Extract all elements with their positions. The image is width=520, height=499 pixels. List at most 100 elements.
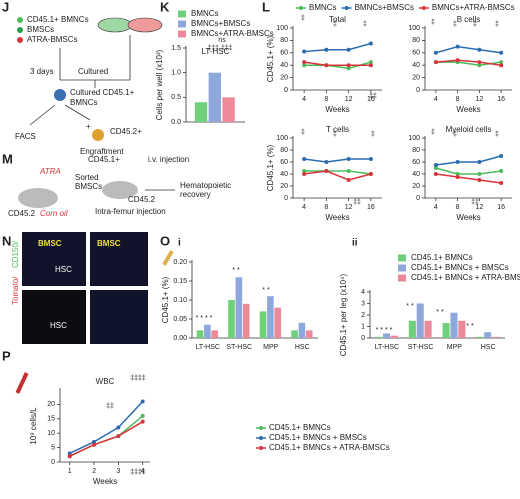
m-text: recovery bbox=[180, 190, 211, 199]
data-point bbox=[92, 442, 97, 447]
bar bbox=[211, 330, 219, 338]
data-point bbox=[368, 63, 373, 68]
y-tick-label: 0.20 bbox=[173, 259, 187, 266]
legend-label: BMNCs+ATRA-BMSCs bbox=[432, 3, 515, 12]
data-point bbox=[433, 60, 438, 65]
annotation: ‡‡ bbox=[369, 93, 377, 100]
series-line bbox=[435, 173, 502, 184]
y-tick-label: 40 bbox=[412, 62, 420, 69]
bar bbox=[274, 307, 282, 338]
legend-swatch bbox=[299, 6, 303, 10]
step-text: Cultured CD45.1+ bbox=[70, 88, 135, 97]
x-tick-label: 12 bbox=[475, 204, 483, 211]
m-text: CD45.1+ bbox=[88, 155, 120, 164]
bar bbox=[416, 303, 424, 338]
m-text: CD45.2 bbox=[8, 209, 36, 218]
data-point bbox=[477, 63, 482, 68]
y-tick-label: 0.0 bbox=[171, 119, 181, 126]
axis bbox=[424, 26, 512, 91]
y-axis-label: CD45.1+ (%) bbox=[161, 276, 170, 323]
m-text: ATRA bbox=[39, 167, 61, 176]
panel-label: K bbox=[160, 0, 170, 14]
legend-swatch bbox=[421, 6, 426, 10]
step-text: Engraftment bbox=[80, 147, 124, 156]
sub-label: i bbox=[178, 238, 181, 249]
bone-icon bbox=[15, 372, 29, 394]
x-tick-label: 16 bbox=[367, 204, 375, 211]
bar bbox=[267, 296, 274, 338]
annotation: ‡ bbox=[453, 131, 457, 138]
legend-swatch bbox=[398, 254, 406, 262]
y-tick-label: 0.5 bbox=[171, 94, 181, 101]
legend-label: BMNCs bbox=[309, 3, 337, 12]
dish bbox=[127, 17, 163, 33]
legend-label: CD45.1+ BMNCs + BMSCs bbox=[411, 263, 509, 272]
legend-swatch bbox=[178, 30, 186, 38]
chart-title: WBC bbox=[96, 377, 115, 386]
x-tick-label: 8 bbox=[324, 96, 328, 103]
y-tick-label: 5 bbox=[51, 444, 55, 451]
step-text: 3 days bbox=[30, 67, 54, 76]
x-tick-label: 4 bbox=[302, 204, 306, 211]
annotation: ‡‡ bbox=[106, 403, 114, 410]
x-tick-label: 8 bbox=[324, 204, 328, 211]
annotation: ‡ bbox=[301, 15, 305, 22]
chart-title: T cells bbox=[326, 125, 349, 134]
x-tick-label: 16 bbox=[497, 204, 505, 211]
x-axis-label: Weeks bbox=[93, 477, 117, 486]
y-tick-label: 0.10 bbox=[173, 297, 187, 304]
legend-swatch bbox=[259, 436, 263, 440]
x-tick-label: MPP bbox=[447, 344, 463, 351]
x-tick-label: 12 bbox=[475, 96, 483, 103]
x-tick-label: HSC bbox=[295, 344, 310, 351]
bar bbox=[298, 322, 306, 338]
y-tick-label: 40 bbox=[280, 171, 288, 178]
x-tick-label: 4 bbox=[302, 96, 306, 103]
data-point bbox=[477, 160, 482, 164]
panel-label: O bbox=[160, 233, 170, 248]
step-text: + bbox=[86, 122, 91, 131]
step-text: CD45.2+ bbox=[110, 127, 142, 136]
data-point bbox=[116, 434, 121, 439]
annotation: ‡‡‡‡ bbox=[130, 469, 146, 476]
data-point bbox=[324, 160, 329, 164]
micrograph bbox=[22, 232, 86, 286]
stain-label: Tomato/ bbox=[11, 276, 20, 305]
y-tick-label: 40 bbox=[280, 62, 288, 69]
data-point bbox=[324, 169, 329, 173]
data-point bbox=[499, 60, 504, 65]
y-tick-label: 1.0 bbox=[171, 70, 181, 77]
data-point bbox=[477, 60, 482, 65]
bar bbox=[450, 312, 458, 338]
annotation: * * * * bbox=[376, 327, 393, 334]
data-point bbox=[92, 439, 97, 444]
bar bbox=[208, 72, 222, 122]
bar bbox=[222, 97, 235, 122]
image-n: BMSC HSC BMSC HSC Tomato/ CD150/ bbox=[11, 232, 148, 344]
series-line bbox=[304, 61, 371, 66]
y-axis-label: CD45.1+ per leg (x10⁴) bbox=[339, 273, 348, 356]
annotation: ‡ bbox=[495, 21, 499, 28]
annotation: ‡‡ bbox=[353, 199, 361, 206]
data-point bbox=[433, 172, 438, 176]
series-line bbox=[435, 155, 502, 166]
x-axis-label: Weeks bbox=[456, 213, 480, 222]
x-tick-label: ST-HSC bbox=[408, 344, 434, 351]
data-point bbox=[116, 425, 121, 430]
x-tick-label: 16 bbox=[367, 96, 375, 103]
data-point bbox=[433, 163, 438, 167]
y-tick-label: 80 bbox=[412, 37, 420, 44]
y-tick-label: 20 bbox=[47, 401, 55, 408]
cell-cluster bbox=[54, 89, 66, 101]
step-text: BMNCs bbox=[70, 98, 98, 107]
legend-swatch bbox=[178, 20, 186, 28]
data-point bbox=[67, 454, 72, 459]
legend-dot bbox=[17, 37, 23, 43]
bar bbox=[242, 303, 250, 338]
x-tick-label: 4 bbox=[434, 204, 438, 211]
data-point bbox=[368, 172, 373, 176]
x-tick-label: 4 bbox=[141, 468, 145, 475]
x-tick-label: HSC bbox=[481, 344, 496, 351]
step-text: FACS bbox=[15, 132, 36, 141]
y-tick-label: 3 bbox=[361, 300, 365, 307]
